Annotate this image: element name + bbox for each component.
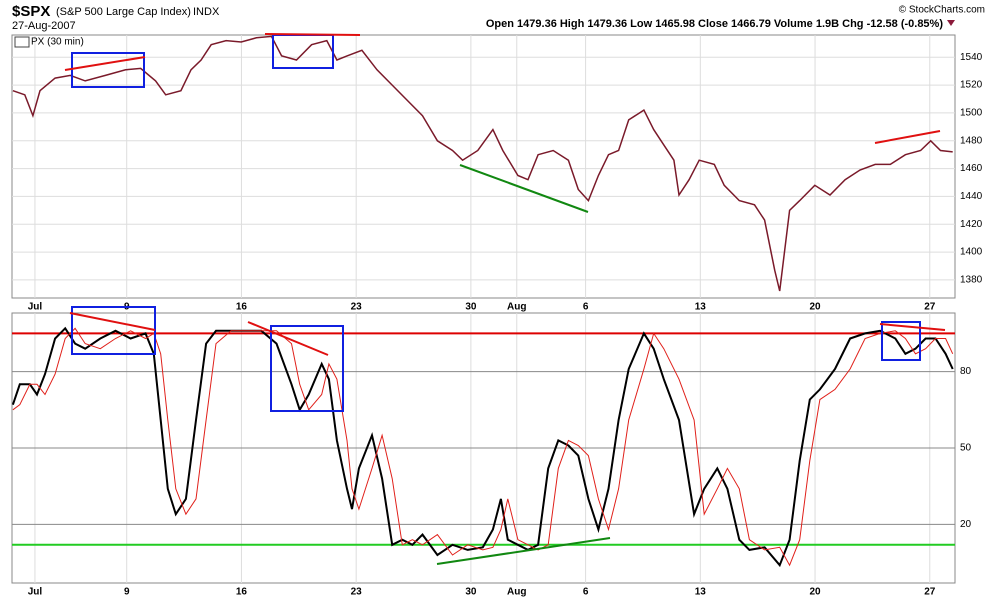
annotations <box>64 33 946 565</box>
plot-area <box>11 34 956 299</box>
y-tick-label: 1400 <box>960 247 983 258</box>
y-tick-label: 80 <box>960 366 972 377</box>
series-line <box>12 35 953 292</box>
quote: Open 1479.36 High 1479.36 Low 1465.98 Cl… <box>486 18 943 30</box>
x-tick-label: 20 <box>809 302 821 313</box>
x-tick-label: Jul <box>28 302 43 313</box>
y-tick-label: 1380 <box>960 275 983 286</box>
credit: © StockCharts.com <box>899 5 985 16</box>
trend-line <box>436 537 611 565</box>
legend-label: PX (30 min) <box>31 37 84 48</box>
x-tick-label: 16 <box>236 587 248 598</box>
x-tick-label: 9 <box>124 587 130 598</box>
trend-line <box>64 56 146 71</box>
x-tick-label: 27 <box>924 587 936 598</box>
x-tick-label: 13 <box>695 587 707 598</box>
trend-line <box>264 33 361 36</box>
y-tick-label: 1460 <box>960 163 983 174</box>
exchange: INDX <box>193 6 220 18</box>
y-tick-label: 50 <box>960 443 972 454</box>
y-tick-label: 1440 <box>960 191 983 202</box>
x-tick-label: 6 <box>583 302 589 313</box>
x-tick-label: 23 <box>351 302 363 313</box>
trend-line <box>247 321 329 356</box>
x-tick-label: Aug <box>507 587 526 598</box>
y-tick-label: 1520 <box>960 80 983 91</box>
x-tick-label: 20 <box>809 587 821 598</box>
trend-line <box>874 130 941 144</box>
y-tick-label: 1540 <box>960 52 983 63</box>
trend-line <box>69 312 156 331</box>
box <box>881 321 921 361</box>
x-tick-label: 30 <box>465 302 477 313</box>
x-tick-label: 13 <box>695 302 707 313</box>
series-line <box>11 326 954 568</box>
x-tick-label: 16 <box>236 302 248 313</box>
subtitle: (S&P 500 Large Cap Index) <box>56 6 191 18</box>
down-arrow <box>947 20 955 26</box>
series-line <box>12 327 954 567</box>
y-tick-label: 1420 <box>960 219 983 230</box>
box <box>71 52 145 88</box>
trend-line <box>879 323 946 331</box>
trend-line <box>459 164 589 213</box>
legend-swatch <box>14 36 30 48</box>
y-tick-label: 20 <box>960 519 972 530</box>
x-tick-label: 23 <box>351 587 363 598</box>
y-tick-label: 1480 <box>960 135 983 146</box>
x-tick-label: Aug <box>507 302 526 313</box>
x-tick-label: 27 <box>924 302 936 313</box>
x-tick-label: Jul <box>28 587 43 598</box>
panels: Jul 9 16 23 30 Aug 6 13 20 2713801400142014401460… <box>11 34 983 598</box>
x-tick-label: 30 <box>465 587 477 598</box>
symbol: $SPX <box>12 3 50 20</box>
box <box>270 325 344 412</box>
date: 27-Aug-2007 <box>12 20 76 32</box>
x-tick-label: 6 <box>583 587 589 598</box>
box <box>71 306 156 355</box>
y-tick-label: 1500 <box>960 108 983 119</box>
